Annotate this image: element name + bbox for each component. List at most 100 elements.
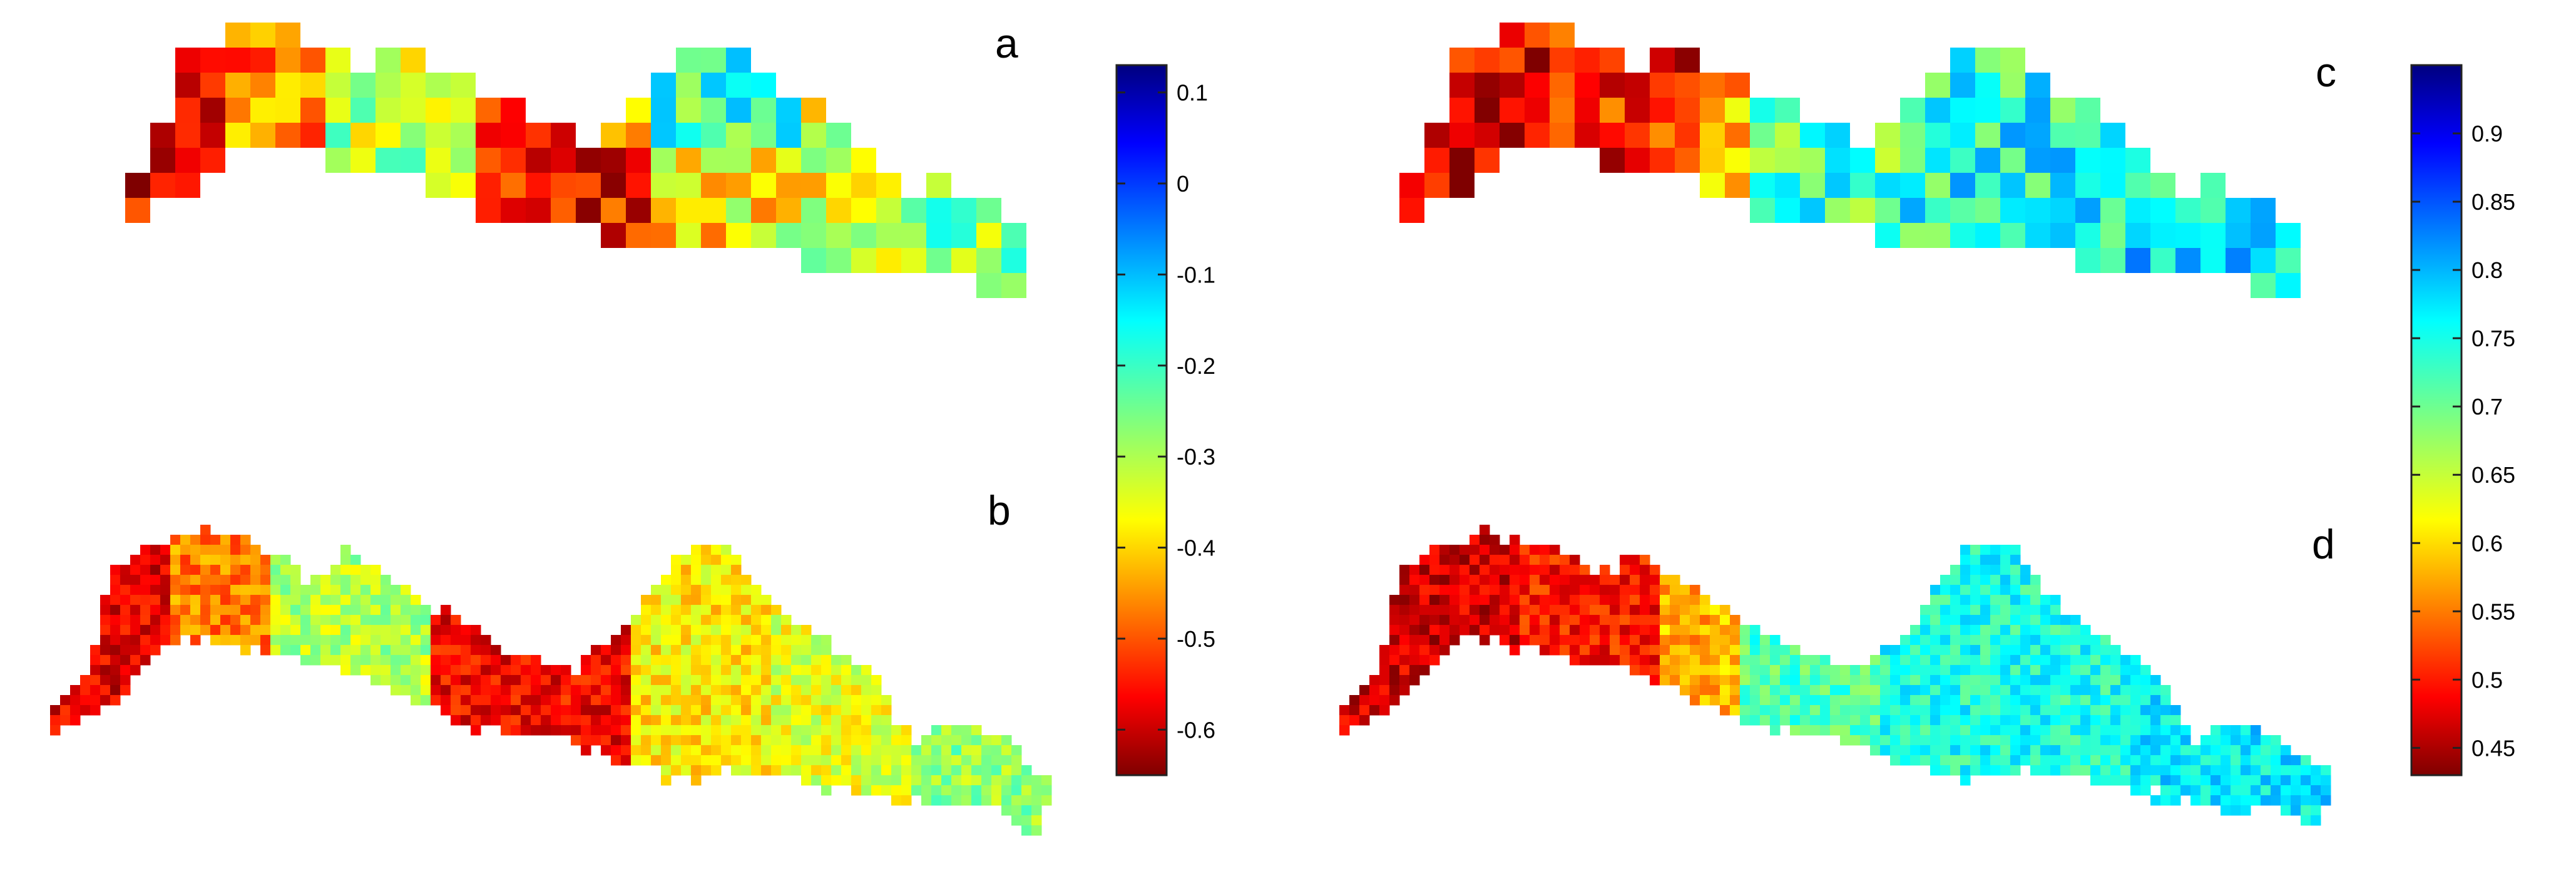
map-pixel: [881, 725, 892, 736]
grid-cell: [501, 98, 526, 123]
map-pixel: [1650, 675, 1660, 686]
map-pixel: [360, 575, 371, 585]
map-pixel: [1730, 625, 1740, 636]
map-pixel: [1469, 535, 1480, 545]
map-pixel: [1580, 645, 1590, 656]
grid-cell: [325, 48, 350, 73]
map-pixel: [531, 685, 541, 696]
map-pixel: [481, 655, 491, 666]
map-pixel: [801, 735, 812, 746]
map-pixel: [310, 595, 321, 606]
map-pixel: [601, 735, 611, 746]
map-pixel: [1940, 605, 1951, 616]
map-pixel: [1580, 595, 1590, 606]
map-pixel: [1580, 575, 1590, 585]
map-pixel: [1550, 635, 1560, 646]
map-pixel: [651, 605, 662, 616]
map-pixel: [1800, 655, 1811, 666]
map-pixel: [2231, 745, 2241, 756]
map-pixel: [2010, 565, 2021, 575]
map-pixel: [360, 605, 371, 616]
map-pixel: [631, 755, 641, 766]
grid-cell: [2100, 198, 2125, 223]
map-pixel: [1750, 705, 1761, 716]
map-pixel: [1459, 625, 1470, 636]
grid-cell: [1525, 23, 1550, 48]
grid-cell: [751, 123, 776, 148]
map-pixel: [350, 645, 361, 656]
grid-cell: [1975, 148, 2000, 173]
map-pixel: [821, 665, 832, 676]
map-pixel: [691, 765, 702, 776]
map-pixel: [1750, 635, 1761, 646]
colorbar-tick-label: 0.9: [2471, 121, 2503, 147]
map-pixel: [661, 715, 672, 726]
map-pixel: [1800, 715, 1811, 726]
map-pixel: [1419, 575, 1430, 585]
map-pixel: [1690, 595, 1700, 606]
map-pixel: [1610, 605, 1620, 616]
map-pixel: [200, 525, 211, 535]
map-pixel: [1900, 725, 1911, 736]
map-pixel: [2281, 785, 2291, 796]
map-pixel: [791, 695, 802, 706]
map-pixel: [1550, 605, 1560, 616]
map-pixel: [340, 625, 351, 636]
map-pixel: [1950, 705, 1961, 716]
map-pixel: [2241, 735, 2251, 746]
map-pixel: [2211, 775, 2221, 786]
map-pixel: [961, 745, 972, 756]
map-pixel: [611, 675, 621, 686]
map-pixel: [581, 685, 591, 696]
map-pixel: [240, 595, 251, 606]
map-pixel: [1980, 685, 1991, 696]
map-pixel: [671, 625, 682, 636]
map-pixel: [821, 785, 832, 796]
map-pixel: [441, 615, 451, 626]
map-pixel: [1990, 705, 2001, 716]
grid-cell: [2100, 123, 2125, 148]
map-pixel: [2150, 745, 2161, 756]
map-pixel: [2291, 775, 2301, 786]
map-pixel: [1680, 635, 1690, 646]
map-pixel: [781, 645, 792, 656]
grid-cell: [1675, 73, 1700, 98]
map-pixel: [1530, 565, 1540, 575]
map-pixel: [571, 685, 581, 696]
map-pixel: [811, 765, 822, 776]
map-pixel: [2120, 705, 2131, 716]
map-pixel: [771, 605, 782, 616]
map-pixel: [511, 695, 521, 706]
map-pixel: [421, 635, 431, 646]
map-pixel: [1429, 565, 1440, 575]
map-pixel: [100, 595, 111, 606]
map-pixel: [2130, 765, 2141, 776]
grid-cell: [826, 148, 851, 173]
map-pixel: [451, 705, 461, 716]
map-pixel: [1660, 595, 1670, 606]
map-pixel: [751, 625, 762, 636]
map-pixel: [70, 685, 81, 696]
map-pixel: [771, 745, 782, 756]
grid-cell: [401, 123, 426, 148]
map-pixel: [661, 595, 672, 606]
map-pixel: [431, 615, 441, 626]
map-pixel: [1480, 605, 1490, 616]
grid-cell: [1475, 148, 1500, 173]
grid-cell: [2050, 173, 2075, 198]
map-pixel: [391, 605, 401, 616]
map-pixel: [511, 705, 521, 716]
map-pixel: [991, 795, 1002, 806]
map-pixel: [531, 665, 541, 676]
map-pixel: [1860, 725, 1871, 736]
map-pixel: [2050, 675, 2061, 686]
map-pixel: [160, 635, 171, 646]
colorbar-tick-label: 0.85: [2471, 189, 2515, 215]
map-pixel: [641, 735, 652, 746]
map-pixel: [1790, 695, 1801, 706]
map-pixel: [631, 625, 641, 636]
map-pixel: [821, 705, 832, 716]
map-pixel: [2301, 765, 2311, 776]
map-pixel: [791, 665, 802, 676]
map-pixel: [2321, 795, 2331, 806]
